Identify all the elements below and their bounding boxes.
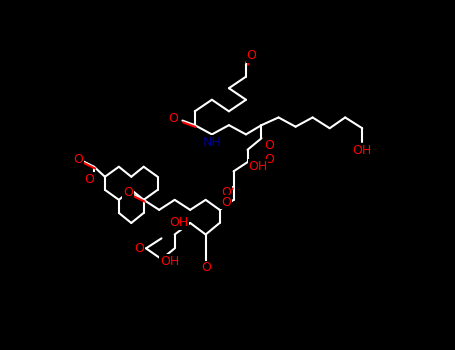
Text: OH: OH [169,216,189,230]
Text: O: O [202,261,212,274]
Text: O: O [221,196,231,209]
Text: OH: OH [248,160,268,173]
Text: O: O [221,186,231,199]
Text: OH: OH [160,255,179,268]
Text: O: O [73,153,83,166]
Text: O: O [135,242,144,255]
Text: O: O [168,112,178,125]
Text: O: O [84,173,94,186]
Text: O: O [264,139,273,153]
Text: OH: OH [353,145,372,158]
Text: O: O [264,153,273,166]
Text: O: O [123,187,133,199]
Text: NH: NH [202,136,221,149]
Text: O: O [247,49,256,62]
